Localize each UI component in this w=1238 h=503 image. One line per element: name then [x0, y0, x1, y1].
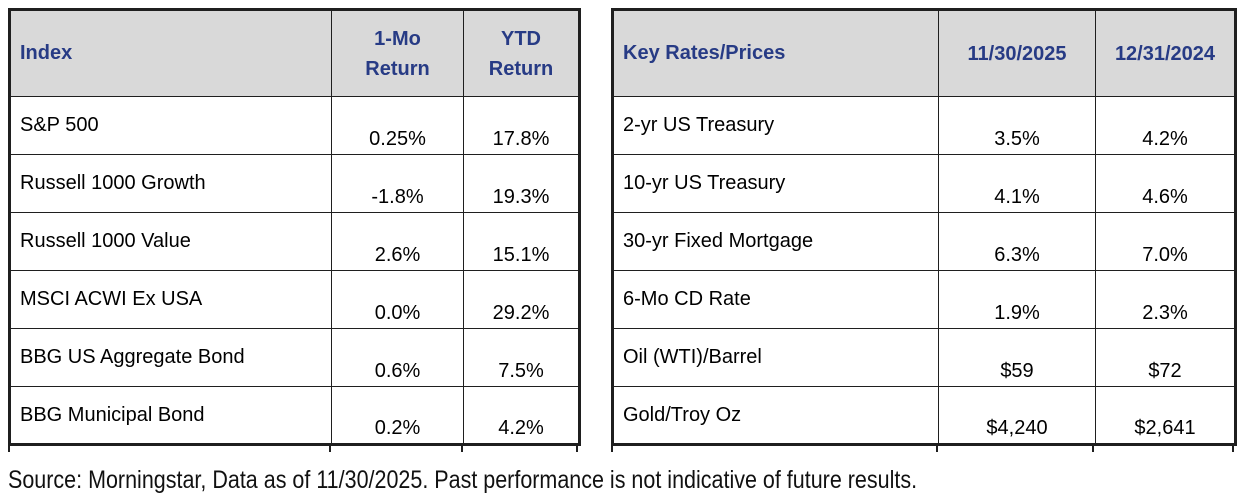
row-value-2024: 7.0% — [1095, 212, 1236, 271]
key-rates-table-wrap: Key Rates/Prices 11/30/2025 12/31/2024 2… — [611, 8, 1237, 452]
row-label: Russell 1000 Growth — [9, 154, 332, 213]
row-value-ytd: 17.8% — [463, 96, 580, 155]
row-value-2024: 4.6% — [1095, 154, 1236, 213]
table-row: Russell 1000 Value 2.6% 15.1% — [9, 212, 580, 271]
row-value-1mo: 2.6% — [331, 212, 464, 271]
row-label: BBG Municipal Bond — [9, 386, 332, 445]
table-row: Oil (WTI)/Barrel $59 $72 — [612, 328, 1236, 387]
row-value-ytd: 7.5% — [463, 328, 580, 387]
key-rates-header-cell: Key Rates/Prices — [612, 9, 939, 97]
table-row: BBG Municipal Bond 0.2% 4.2% — [9, 386, 580, 445]
row-value-1mo: 0.25% — [331, 96, 464, 155]
row-label: Gold/Troy Oz — [612, 386, 939, 445]
table-row: S&P 500 0.25% 17.8% — [9, 96, 580, 155]
row-value-1mo: 0.0% — [331, 270, 464, 329]
row-value-2024: 2.3% — [1095, 270, 1236, 329]
row-label: 2-yr US Treasury — [612, 96, 939, 155]
row-label: MSCI ACWI Ex USA — [9, 270, 332, 329]
row-label: BBG US Aggregate Bond — [9, 328, 332, 387]
source-note: Source: Morningstar, Data as of 11/30/20… — [8, 466, 918, 494]
row-label: S&P 500 — [9, 96, 332, 155]
index-header-cell: Index — [9, 9, 332, 97]
row-value-2025: 4.1% — [938, 154, 1096, 213]
table-row: 30-yr Fixed Mortgage 6.3% 7.0% — [612, 212, 1236, 271]
ytd-return-header-cell: YTD Return — [463, 9, 580, 97]
row-value-ytd: 19.3% — [463, 154, 580, 213]
rates-table-header-row: Key Rates/Prices 11/30/2025 12/31/2024 — [612, 9, 1236, 97]
table-row: Gold/Troy Oz $4,240 $2,641 — [612, 386, 1236, 445]
row-label: Russell 1000 Value — [9, 212, 332, 271]
row-value-2025: 1.9% — [938, 270, 1096, 329]
row-value-ytd: 15.1% — [463, 212, 580, 271]
table-row: BBG US Aggregate Bond 0.6% 7.5% — [9, 328, 580, 387]
row-label: Oil (WTI)/Barrel — [612, 328, 939, 387]
date-2024-header-cell: 12/31/2024 — [1095, 9, 1236, 97]
row-value-1mo: -1.8% — [331, 154, 464, 213]
row-value-1mo: 0.6% — [331, 328, 464, 387]
row-value-2024: $2,641 — [1095, 386, 1236, 445]
row-value-2025: $59 — [938, 328, 1096, 387]
key-rates-table: Key Rates/Prices 11/30/2025 12/31/2024 2… — [611, 8, 1237, 446]
row-label: 6-Mo CD Rate — [612, 270, 939, 329]
table-row: MSCI ACWI Ex USA 0.0% 29.2% — [9, 270, 580, 329]
row-value-2025: 3.5% — [938, 96, 1096, 155]
row-label: 30-yr Fixed Mortgage — [612, 212, 939, 271]
index-returns-table: Index 1-Mo Return YTD Return S&P 500 0.2… — [8, 8, 581, 446]
date-2025-header-cell: 11/30/2025 — [938, 9, 1096, 97]
table-row: 10-yr US Treasury 4.1% 4.6% — [612, 154, 1236, 213]
row-value-2025: $4,240 — [938, 386, 1096, 445]
table-row: 2-yr US Treasury 3.5% 4.2% — [612, 96, 1236, 155]
tables-row: Index 1-Mo Return YTD Return S&P 500 0.2… — [8, 8, 1237, 452]
table-row: Russell 1000 Growth -1.8% 19.3% — [9, 154, 580, 213]
index-returns-table-wrap: Index 1-Mo Return YTD Return S&P 500 0.2… — [8, 8, 581, 452]
row-value-2024: 4.2% — [1095, 96, 1236, 155]
row-value-ytd: 4.2% — [463, 386, 580, 445]
row-value-2024: $72 — [1095, 328, 1236, 387]
index-table-header-row: Index 1-Mo Return YTD Return — [9, 9, 580, 97]
row-value-ytd: 29.2% — [463, 270, 580, 329]
row-label: 10-yr US Treasury — [612, 154, 939, 213]
table-row: 6-Mo CD Rate 1.9% 2.3% — [612, 270, 1236, 329]
row-value-1mo: 0.2% — [331, 386, 464, 445]
row-value-2025: 6.3% — [938, 212, 1096, 271]
one-mo-return-header-cell: 1-Mo Return — [331, 9, 464, 97]
